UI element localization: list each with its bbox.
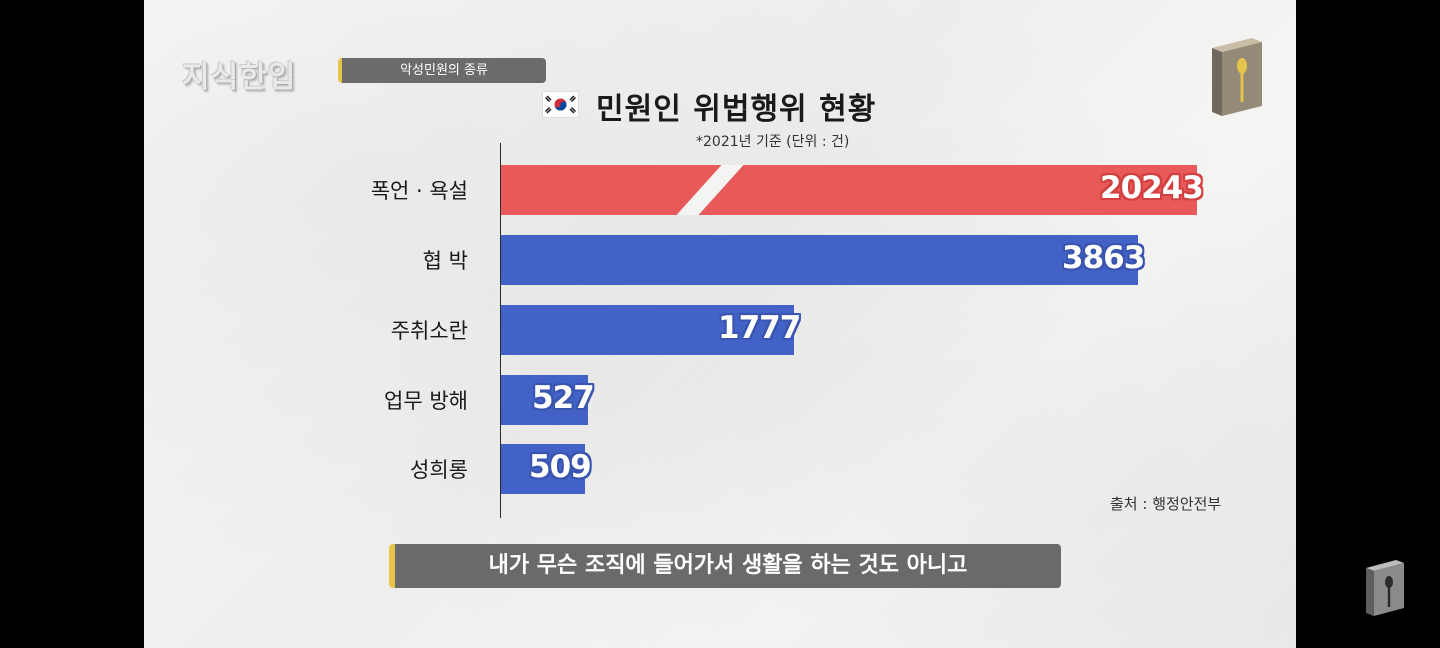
value-label: 527	[532, 380, 595, 416]
topic-badge: 악성민원의 종류	[338, 58, 546, 83]
bar	[501, 165, 1197, 215]
value-label: 3863	[1062, 240, 1145, 276]
category-label: 협 박	[422, 249, 468, 273]
bar	[501, 235, 1138, 285]
bar	[501, 444, 585, 494]
axis-break-mark	[676, 165, 744, 215]
korea-flag-icon	[542, 91, 579, 118]
chart-subtitle: *2021년 기준 (단위 : 건)	[696, 134, 850, 150]
video-frame: 지식한입 악성민원의 종류 민원인 위법행위 현황 *2021년 기준 (단위 …	[144, 0, 1296, 648]
caption-bar: 내가 무슨 조직에 들어가서 생활을 하는 것도 아니고	[389, 544, 1061, 588]
category-label: 폭언 · 욕설	[370, 179, 468, 203]
bar	[501, 305, 794, 355]
value-label: 509	[529, 449, 592, 485]
category-label: 성희롱	[410, 458, 468, 482]
value-label: 1777	[718, 310, 801, 346]
category-label: 업무 방해	[384, 389, 468, 413]
channel-logo: 지식한입	[182, 60, 297, 95]
y-axis-line	[500, 143, 501, 518]
value-label: 20243	[1100, 170, 1204, 206]
chart-title: 민원인 위법행위 현황	[596, 92, 877, 127]
corner-book-icon	[1366, 560, 1404, 616]
category-label: 주취소란	[390, 319, 468, 343]
source-note: 출처 : 행정안전부	[1110, 495, 1222, 513]
book-spoon-icon	[1212, 38, 1262, 116]
bar	[501, 375, 588, 425]
